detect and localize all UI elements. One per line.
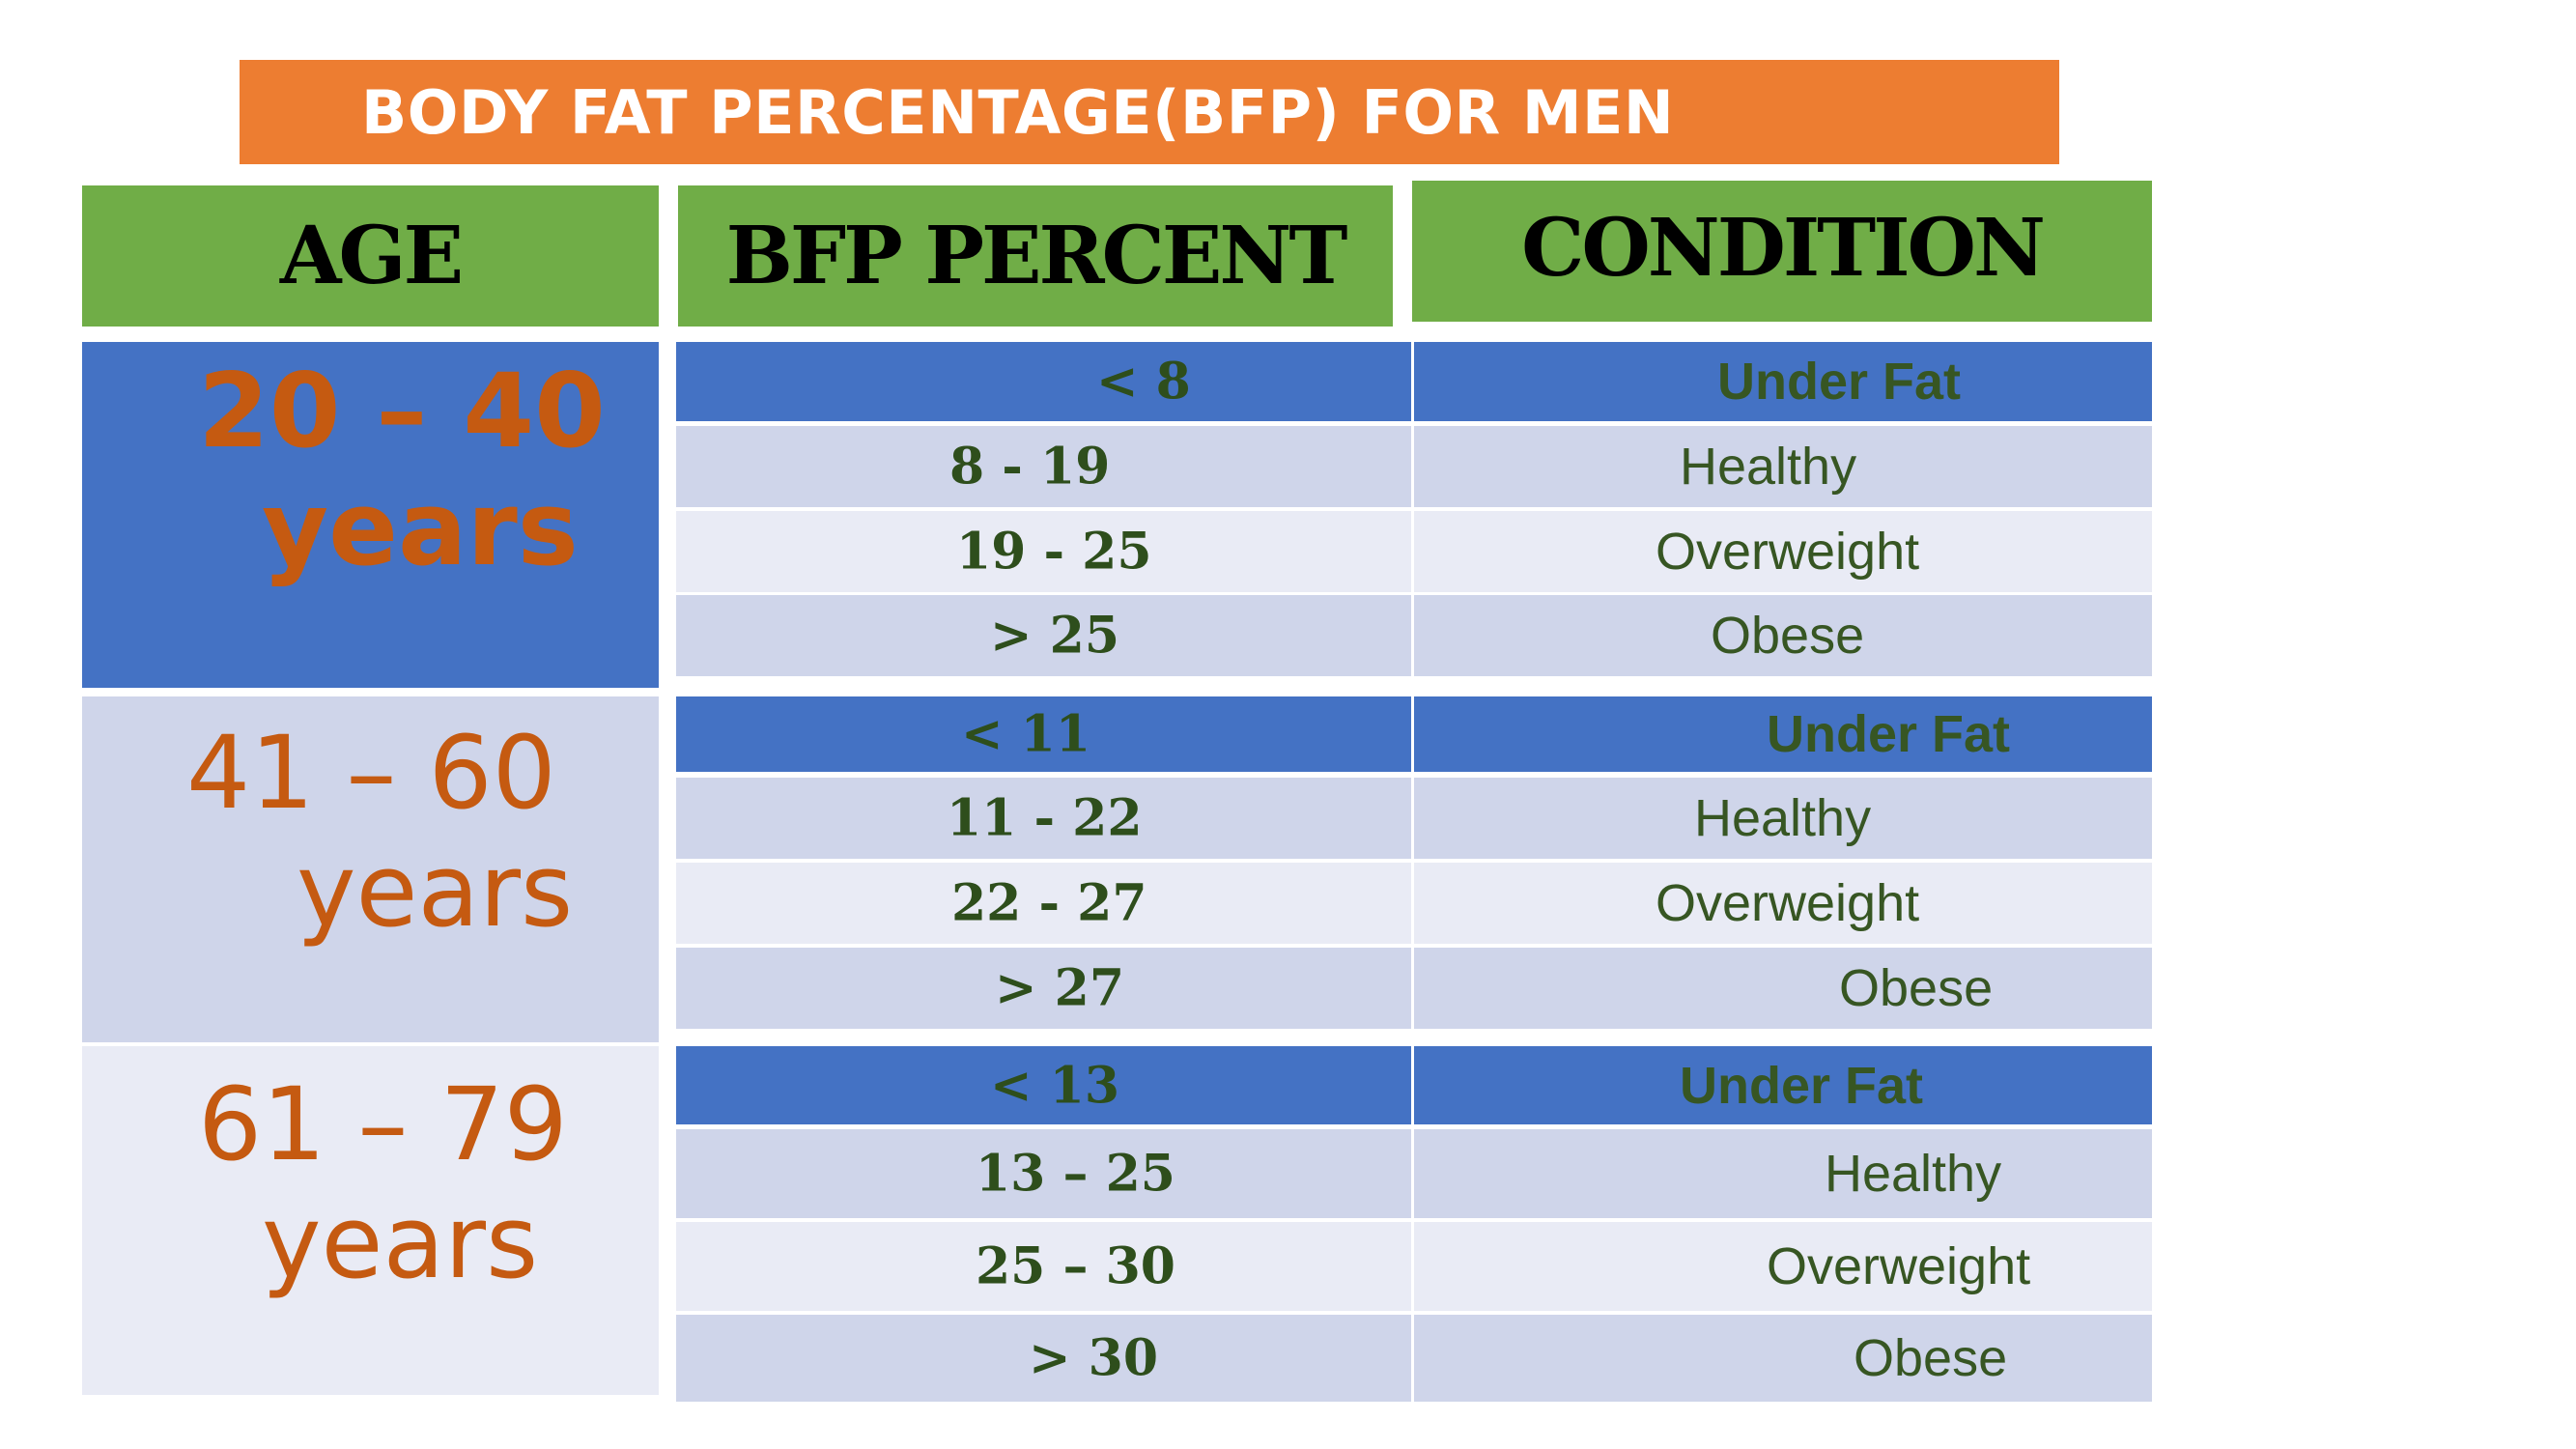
condition-value: Healthy xyxy=(1694,789,1872,847)
age-unit: years xyxy=(297,832,574,950)
bfp-value: 8 - 19 xyxy=(949,437,1111,497)
table-row: > 25 Obese xyxy=(676,595,2152,676)
age-range: 61 – 79 xyxy=(198,1065,568,1183)
bfp-value: < 11 xyxy=(961,704,1091,764)
table-row: 25 – 30 Overweight xyxy=(676,1222,2152,1311)
bfp-value: > 25 xyxy=(990,606,1120,666)
age-group-20-40: 20 – 40 years xyxy=(82,342,659,688)
bfp-value: 13 – 25 xyxy=(976,1144,1175,1204)
condition-value: Under Fat xyxy=(1680,1056,1924,1115)
bfp-value: > 27 xyxy=(995,958,1125,1018)
condition-value: Obese xyxy=(1839,959,1994,1017)
table-row: 11 - 22 Healthy xyxy=(676,778,2152,859)
title-banner: BODY FAT PERCENTAGE(BFP) FOR MEN xyxy=(240,60,2059,164)
condition-value: Under Fat xyxy=(1767,705,2011,763)
age-unit: years xyxy=(262,469,579,588)
table-row: 19 - 25 Overweight xyxy=(676,511,2152,592)
condition-value: Overweight xyxy=(1656,523,1920,581)
bfp-value: < 8 xyxy=(1096,352,1191,412)
bfp-value: < 13 xyxy=(990,1056,1120,1115)
bfp-value: 19 - 25 xyxy=(956,522,1152,582)
bfp-value: 11 - 22 xyxy=(947,788,1143,848)
page-title: BODY FAT PERCENTAGE(BFP) FOR MEN xyxy=(361,76,1675,148)
condition-value: Obese xyxy=(1711,607,1865,665)
header-age-label: AGE xyxy=(279,210,464,302)
table-row: < 13 Under Fat xyxy=(676,1046,2152,1124)
header-bfp-label: BFP PERCENT xyxy=(725,210,1348,302)
header-bfp-percent: BFP PERCENT xyxy=(678,185,1393,327)
age-range: 41 – 60 xyxy=(186,714,556,832)
table-row: 8 - 19 Healthy xyxy=(676,426,2152,507)
age-range: 20 – 40 xyxy=(198,352,606,470)
table-row: > 30 Obese xyxy=(676,1315,2152,1402)
age-unit: years xyxy=(262,1183,539,1301)
table-row: 13 – 25 Healthy xyxy=(676,1129,2152,1218)
table-row: < 8 Under Fat xyxy=(676,342,2152,421)
bfp-value: 22 - 27 xyxy=(951,873,1147,933)
header-age: AGE xyxy=(82,185,659,327)
table-row: > 27 Obese xyxy=(676,948,2152,1029)
age-group-61-79: 61 – 79 years xyxy=(82,1046,659,1395)
bfp-value: 25 – 30 xyxy=(976,1236,1175,1296)
condition-value: Overweight xyxy=(1767,1237,2031,1295)
bfp-value: > 30 xyxy=(1029,1328,1159,1388)
condition-value: Obese xyxy=(1854,1329,2008,1387)
header-condition: CONDITION xyxy=(1412,181,2152,322)
table-row: < 11 Under Fat xyxy=(676,696,2152,772)
header-condition-label: CONDITION xyxy=(1521,202,2046,295)
age-group-41-60: 41 – 60 years xyxy=(82,696,659,1042)
condition-value: Overweight xyxy=(1656,874,1920,932)
condition-value: Healthy xyxy=(1825,1145,2002,1203)
table-row: 22 - 27 Overweight xyxy=(676,863,2152,944)
condition-value: Under Fat xyxy=(1717,353,1962,411)
condition-value: Healthy xyxy=(1680,438,1857,496)
